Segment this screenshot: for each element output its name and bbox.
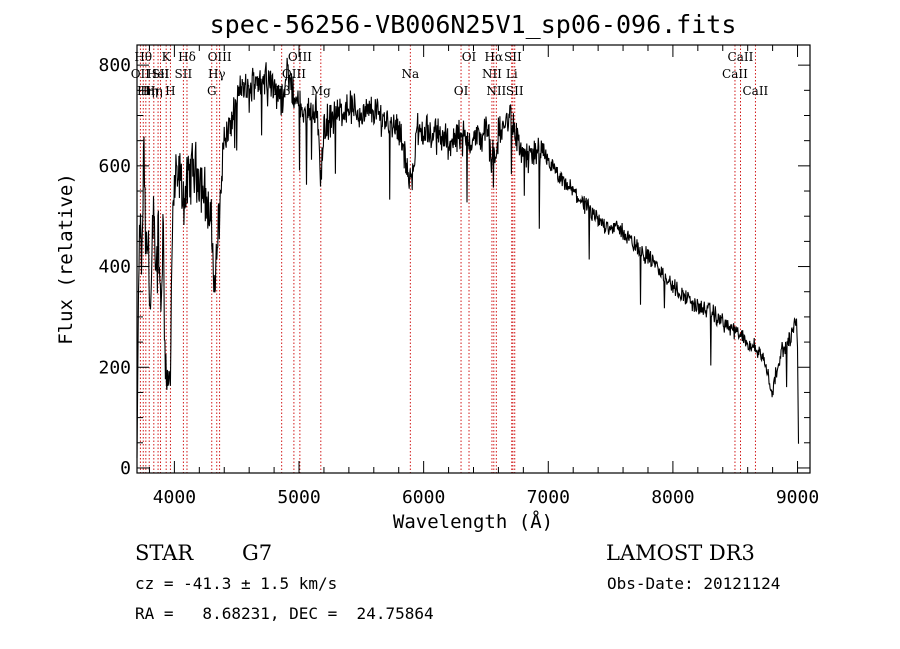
spectral-line-label: OIII — [208, 50, 232, 64]
spectral-line-label: Hθ — [134, 50, 152, 64]
x-tick-label: 9000 — [776, 487, 819, 508]
spectral-lines-layer — [139, 45, 756, 473]
spectral-line-label: Hα — [485, 50, 504, 64]
spectral-line-label: NII — [486, 84, 506, 98]
x-tick-label: 7000 — [527, 487, 570, 508]
axis-ticks: 4000 5000 6000 7000 8000 9000 0 200 400 600 800 — [98, 45, 819, 508]
y-tick-label: 600 — [98, 156, 131, 177]
x-tick-label: 6000 — [402, 487, 445, 508]
spectral-line-label: CaII — [722, 67, 748, 81]
redshift-text: cz = -41.3 ± 1.5 km/s — [135, 574, 337, 593]
spectral-line-label: Hη — [137, 84, 155, 98]
spectral-line-label: OI — [454, 84, 469, 98]
plot-frame — [136, 44, 811, 474]
spectral-line-label: G — [207, 84, 217, 98]
spectral-line-label: Li — [506, 67, 518, 81]
y-tick-label: 800 — [98, 55, 131, 76]
y-tick-label: 400 — [98, 257, 131, 278]
object-class: STAR — [135, 541, 194, 565]
spectral-line-label: OI — [462, 50, 477, 64]
survey-name: LAMOST DR3 — [606, 541, 755, 565]
spectral-line-label: OII — [131, 67, 151, 81]
spectral-line-label: CaII — [742, 84, 768, 98]
spectral-line-label: SII — [175, 67, 193, 81]
obs-date: Obs-Date: 20121124 — [607, 574, 780, 593]
spectral-line-label: HeI — [147, 67, 170, 81]
spectral-line-label: Hδ — [178, 50, 196, 64]
spectral-line-label: SII — [506, 84, 524, 98]
x-tick-label: 4000 — [153, 487, 196, 508]
y-tick-label: 200 — [98, 357, 131, 378]
flux-series-line — [136, 57, 800, 458]
spectral-line-label: Hη — [140, 84, 158, 98]
spectral-line-label: NII — [482, 67, 502, 81]
coordinates: RA = 8.68231, DEC = 24.75864 — [135, 604, 434, 623]
y-axis-label: Flux (relative) — [55, 173, 77, 345]
y-tick-label: 0 — [120, 458, 131, 479]
spectral-line-label: SII — [152, 67, 170, 81]
spectral-line-labels: OIIHθHηHηHηHeISIIKHHδSIIGHγOIIIHβOIIIOII… — [131, 50, 769, 98]
spectral-line-label: OIII — [288, 50, 312, 64]
x-tick-label: 5000 — [277, 487, 320, 508]
spectral-line-label: Hη — [145, 84, 163, 98]
spectral-line-label: SII — [504, 50, 522, 64]
chart-title: spec-56256-VB006N25V1_sp06-096.fits — [210, 10, 737, 39]
x-axis-label: Wavelength (Å) — [393, 510, 553, 533]
spectral-line-label: K — [162, 50, 172, 64]
spectral-line-label: H — [165, 84, 175, 98]
spectral-line-label: CaII — [728, 50, 754, 64]
x-tick-label: 8000 — [651, 487, 694, 508]
spectral-line-label: Hγ — [208, 67, 226, 81]
spectral-line-label: Mg — [311, 84, 331, 98]
object-subclass: G7 — [242, 541, 272, 565]
spectral-line-label: Na — [401, 67, 419, 81]
